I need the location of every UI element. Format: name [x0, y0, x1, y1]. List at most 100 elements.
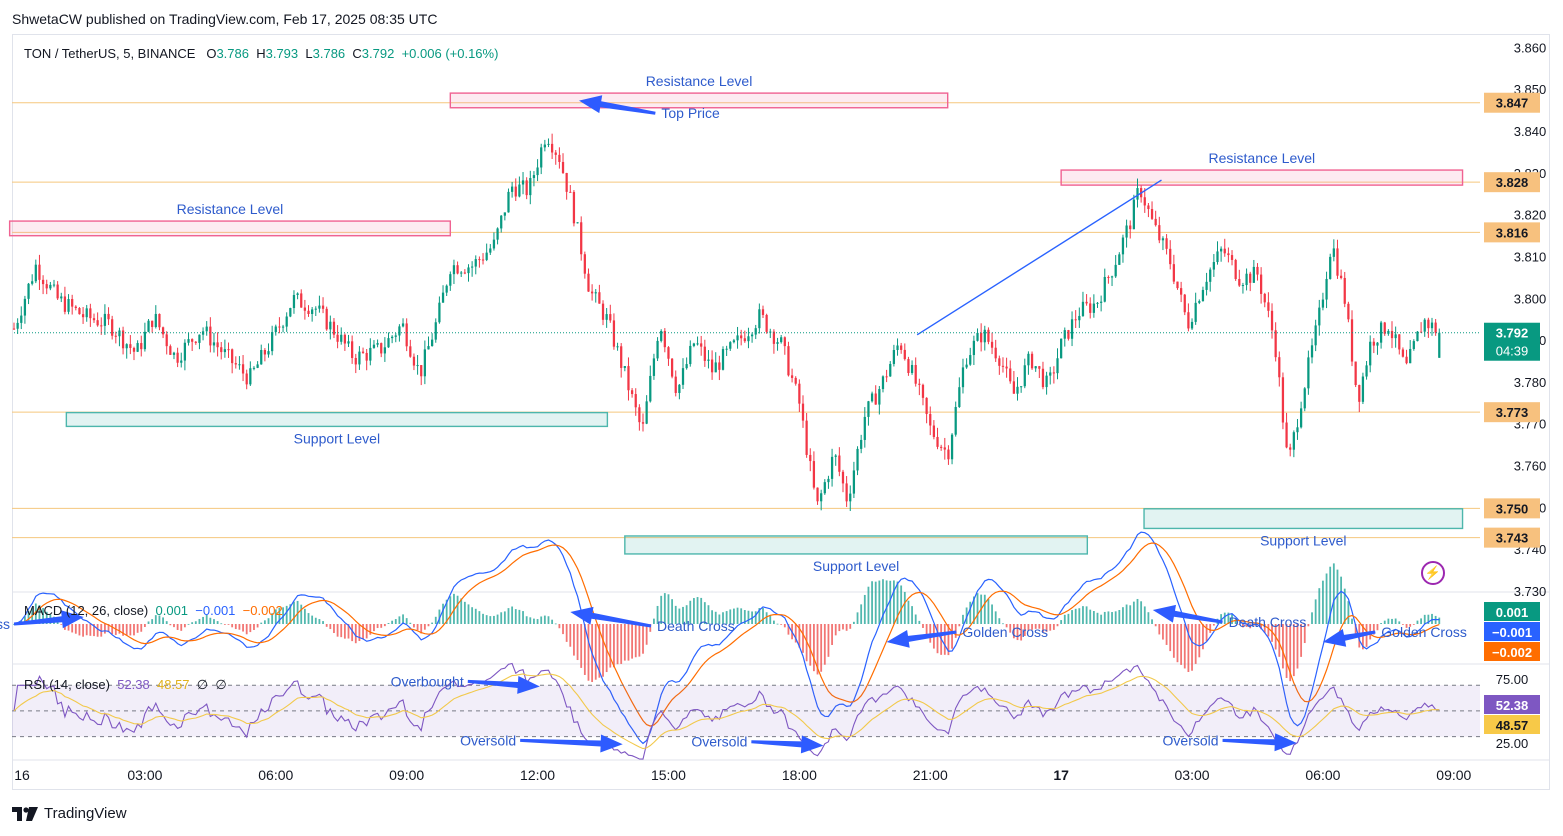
- macd-histogram-bar: [863, 594, 866, 624]
- candle-body: [132, 347, 136, 352]
- macd-histogram-bar: [96, 624, 99, 637]
- candle-body: [1110, 276, 1114, 278]
- macd-histogram-bar: [758, 608, 761, 624]
- candle-body: [801, 403, 805, 421]
- candle-body: [1383, 322, 1386, 334]
- macd-histogram-bar: [700, 597, 703, 624]
- macd-legend[interactable]: MACD (12, 26, close) 0.001 −0.001 −0.002: [24, 603, 283, 618]
- macd-histogram-bar: [831, 624, 833, 645]
- macd-histogram-bar: [202, 616, 204, 624]
- macd-histogram-bar: [525, 616, 528, 624]
- candle-body: [314, 308, 317, 310]
- macd-histogram-bar: [463, 601, 466, 624]
- candle-body: [783, 337, 786, 347]
- candle-body: [423, 349, 426, 377]
- open-value: 3.786: [216, 46, 249, 61]
- macd-histogram-bar: [1416, 620, 1419, 624]
- macd-histogram-bar: [1329, 566, 1332, 624]
- macd-histogram-bar: [903, 591, 906, 624]
- candle-body: [245, 373, 248, 385]
- candle-body: [416, 365, 419, 367]
- candle-body: [878, 389, 881, 405]
- candle-body: [641, 422, 645, 424]
- macd-name[interactable]: MACD (12, 26, close): [24, 603, 149, 618]
- candle-body: [1034, 366, 1037, 369]
- candle-body: [798, 383, 801, 404]
- support-level-label: Support Level: [813, 558, 899, 574]
- macd-histogram-bar: [125, 624, 128, 636]
- candle-body: [249, 368, 252, 385]
- candle-body: [311, 309, 314, 314]
- rsi-empty-2: ∅: [215, 677, 227, 692]
- macd-histogram-bar: [500, 612, 503, 624]
- candle-body: [885, 376, 888, 378]
- symbol-legend[interactable]: TON / TetherUS, 5, BINANCE O3.786 H3.793…: [24, 46, 498, 61]
- candle-body: [776, 342, 779, 344]
- macd-histogram-bar: [1172, 624, 1175, 658]
- macd-histogram-bar: [383, 624, 386, 627]
- macd-histogram-bar: [769, 615, 772, 624]
- macd-histogram-bar: [336, 624, 339, 637]
- macd-histogram-bar: [543, 615, 546, 624]
- candle-body: [63, 296, 67, 312]
- annotation-label: Death Cross: [1229, 614, 1307, 630]
- macd-histogram-bar: [1238, 624, 1241, 625]
- x-tick-label: 16: [14, 767, 30, 783]
- macd-histogram-bar: [482, 613, 484, 624]
- candle-body: [111, 319, 114, 336]
- macd-histogram-bar: [1220, 614, 1223, 624]
- macd-histogram-bar: [1347, 601, 1350, 624]
- macd-histogram-bar: [1132, 601, 1135, 624]
- macd-histogram-bar: [573, 624, 575, 656]
- candle-body: [787, 346, 790, 376]
- candle-body: [1060, 338, 1063, 359]
- macd-histogram-bar: [1223, 612, 1226, 624]
- candle-body: [1216, 251, 1219, 263]
- brand-name: TradingView: [44, 805, 127, 822]
- macd-histogram-bar: [1071, 610, 1073, 624]
- macd-histogram-bar: [24, 616, 26, 624]
- macd-histogram-bar: [1227, 612, 1230, 624]
- macd-histogram-bar: [1267, 624, 1270, 637]
- candle-body: [1009, 368, 1012, 382]
- tradingview-brand[interactable]: TradingView: [12, 805, 127, 822]
- candle-body: [667, 347, 670, 359]
- candle-body: [1303, 388, 1306, 409]
- macd-histogram-bar: [103, 624, 106, 634]
- macd-histogram-bar: [93, 624, 95, 637]
- macd-histogram-bar: [245, 624, 248, 635]
- candle-body: [361, 351, 365, 353]
- candle-body: [1365, 365, 1368, 377]
- publisher-line: ShwetaCW published on TradingView.com, F…: [12, 11, 438, 27]
- candle-body: [1405, 356, 1408, 364]
- macd-histogram-bar: [271, 613, 274, 624]
- candle-body: [238, 364, 241, 366]
- macd-histogram-bar: [489, 616, 492, 624]
- macd-histogram-bar: [45, 611, 48, 624]
- macd-histogram-bar: [71, 624, 74, 633]
- rsi-legend[interactable]: RSI (14, close) 52.38 48.57 ∅ ∅: [24, 677, 227, 693]
- symbol-name[interactable]: TON / TetherUS, 5, BINANCE: [24, 46, 196, 61]
- macd-histogram-bar: [678, 608, 681, 624]
- macd-histogram-bar: [347, 624, 350, 639]
- support-zone: [624, 535, 1089, 555]
- rsi-name[interactable]: RSI (14, close): [24, 677, 110, 692]
- candle-body: [23, 298, 27, 316]
- candle-body: [198, 334, 201, 343]
- candle-body: [794, 377, 797, 384]
- candle-body: [903, 349, 906, 360]
- lightning-icon[interactable]: ⚡: [1421, 561, 1445, 585]
- candle-body: [860, 439, 863, 449]
- macd-histogram-bar: [616, 624, 619, 665]
- candle-body: [943, 447, 946, 450]
- macd-histogram-bar: [365, 624, 368, 639]
- macd-histogram-bar: [1027, 624, 1030, 631]
- macd-histogram-bar: [623, 624, 626, 661]
- candle-body: [1398, 334, 1401, 350]
- macd-histogram-bar: [1183, 624, 1186, 669]
- macd-value-label: −0.001: [1492, 625, 1532, 640]
- candle-body: [452, 265, 456, 275]
- macd-histogram-bar: [369, 624, 372, 635]
- rsi-line: [13, 662, 1440, 760]
